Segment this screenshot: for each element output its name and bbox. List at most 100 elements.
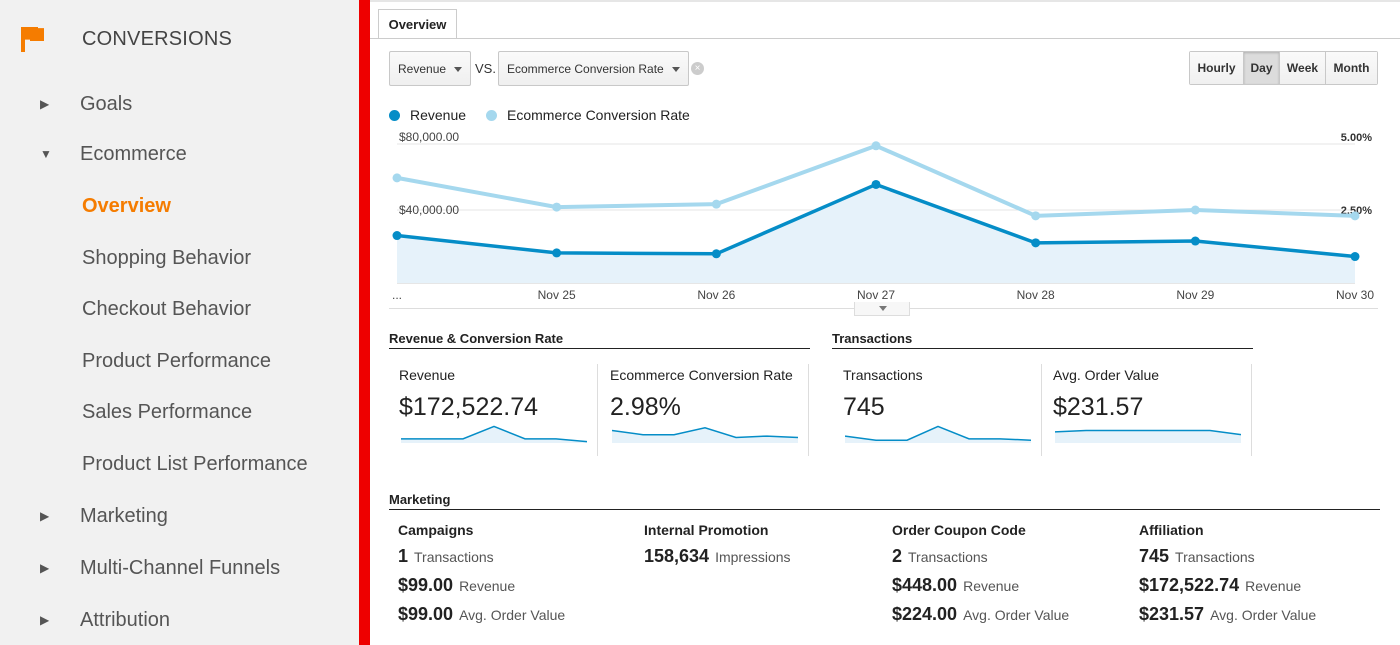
sidebar-item-sales-performance[interactable]: Sales Performance (0, 392, 359, 432)
avg-order-value-card[interactable]: Avg. Order Value $231.57 (1043, 360, 1252, 456)
expand-arrow-icon: ▶ (40, 97, 50, 111)
order-coupon-code-title[interactable]: Order Coupon Code (892, 522, 1026, 538)
conversion-rate-point (552, 202, 562, 212)
sidebar-item-marketing[interactable]: ▶ Marketing (0, 496, 359, 536)
metric-value: $99.00 (398, 575, 454, 595)
metric1-value: Revenue (398, 61, 447, 76)
legend-label: Revenue (410, 107, 467, 123)
day-button[interactable]: Day (1244, 52, 1280, 84)
metric-row: 745 Transactions (1139, 546, 1316, 567)
sparkline-line (845, 425, 1031, 441)
left-axis-tick-label: $40,000.00 (399, 203, 459, 217)
metric2-dropdown[interactable]: Ecommerce Conversion Rate (498, 51, 689, 86)
legend-label: Ecommerce Conversion Rate (507, 107, 690, 123)
metric1-dropdown[interactable]: Revenue (389, 51, 471, 86)
week-button[interactable]: Week (1280, 52, 1326, 84)
legend-revenue[interactable]: Revenue (389, 107, 466, 123)
sidebar-item-overview[interactable]: Overview (0, 186, 359, 226)
caret-down-icon (672, 67, 680, 72)
metric-value: $172,522.74 (1139, 575, 1240, 595)
card-title: Avg. Order Value (1053, 367, 1160, 383)
sidebar-item-product-list-performance[interactable]: Product List Performance (0, 444, 359, 484)
sidebar: CONVERSIONS ▶ Goals ▼ Ecommerce Overview… (0, 0, 360, 645)
expand-arrow-icon: ▶ (40, 613, 50, 627)
sidebar-item-label: Product List Performance (82, 452, 308, 475)
transactions-card[interactable]: Transactions 745 (833, 360, 1042, 456)
month-button[interactable]: Month (1326, 52, 1377, 84)
divider-bar (359, 0, 370, 645)
affiliation-column: Affiliation 745 Transactions $172,522.74 R… (1139, 522, 1316, 625)
sparkline-area (612, 427, 798, 443)
card-value: $172,522.74 (399, 393, 539, 421)
metric-label: Avg. Order Value (963, 607, 1070, 623)
sparkline-line (1055, 429, 1241, 436)
metric-label: Revenue (459, 578, 516, 594)
metric-row: 1 Transactions (398, 546, 565, 567)
sidebar-item-checkout-behavior[interactable]: Checkout Behavior (0, 289, 359, 329)
transactions-heading: Transactions (832, 331, 1253, 349)
sidebar-item-label: Overview (82, 194, 171, 217)
metric-label: Revenue (1245, 578, 1302, 594)
sparkline (401, 425, 587, 443)
x-tick-label: Nov 29 (1176, 288, 1214, 302)
conversions-header[interactable]: CONVERSIONS (18, 24, 232, 54)
internal-promotion-title[interactable]: Internal Promotion (644, 522, 769, 538)
legend-conversion-rate[interactable]: Ecommerce Conversion Rate (486, 107, 690, 123)
sparkline (845, 425, 1031, 443)
metric-label: Transactions (908, 549, 988, 565)
sidebar-item-label: Marketing (80, 504, 168, 527)
metric-row: 2 Transactions (892, 546, 1069, 567)
hourly-button[interactable]: Hourly (1190, 52, 1244, 84)
tab-divider (370, 38, 1400, 39)
metric-value: $224.00 (892, 604, 958, 624)
revenue-area (397, 184, 1355, 283)
expand-arrow-icon: ▶ (40, 561, 50, 575)
conversion-rate-card[interactable]: Ecommerce Conversion Rate 2.98% (600, 360, 809, 456)
card-value: 745 (843, 393, 885, 421)
conversion-rate-point (392, 173, 402, 183)
vs-label: VS. (475, 61, 496, 76)
expand-arrow-icon: ▶ (40, 509, 50, 523)
card-title: Ecommerce Conversion Rate (610, 367, 793, 383)
internal-promotion-column: Internal Promotion 158,634 Impressions (644, 522, 791, 567)
sidebar-item-label: Multi-Channel Funnels (80, 556, 281, 579)
metric-row: $99.00 Avg. Order Value (398, 604, 565, 625)
affiliation-title[interactable]: Affiliation (1139, 522, 1204, 538)
metric-value: 2 (892, 546, 903, 566)
metric-value: 745 (1139, 546, 1170, 566)
metric-label: Transactions (414, 549, 494, 565)
sidebar-item-ecommerce[interactable]: ▼ Ecommerce (0, 134, 359, 174)
legend-dot (486, 109, 497, 121)
tab-overview[interactable]: Overview (378, 9, 457, 39)
sidebar-item-goals[interactable]: ▶ Goals (0, 84, 359, 124)
marketing-heading: Marketing (389, 492, 1380, 510)
metric-label: Avg. Order Value (459, 607, 566, 623)
left-axis-tick-label: $80,000.00 (399, 130, 459, 144)
metric-label: Avg. Order Value (1210, 607, 1317, 623)
conversion-rate-point (871, 141, 881, 151)
clear-icon[interactable]: × (691, 62, 704, 75)
sparkline-area (1055, 430, 1241, 443)
sidebar-item-attribution[interactable]: ▶ Attribution (0, 600, 359, 640)
sidebar-item-multi-channel-funnels[interactable]: ▶ Multi-Channel Funnels (0, 548, 359, 588)
metric-row: $224.00 Avg. Order Value (892, 604, 1069, 625)
sidebar-item-label: Attribution (80, 608, 171, 631)
sidebar-item-shopping-behavior[interactable]: Shopping Behavior (0, 238, 359, 278)
sparkline-area (401, 426, 587, 443)
sidebar-item-label: Shopping Behavior (82, 246, 252, 269)
line-chart[interactable]: $80,000.00$40,000.005.00%2.50%... Nov 25 N… (370, 125, 1400, 305)
metric-value: $448.00 (892, 575, 958, 595)
revenue-card[interactable]: Revenue $172,522.74 (389, 360, 598, 456)
collapse-arrow-icon: ▼ (40, 147, 52, 161)
card-title: Revenue (399, 367, 456, 383)
sparkline (612, 426, 798, 443)
card-separator (1251, 364, 1252, 456)
chart-collapse-handle[interactable] (854, 302, 910, 316)
metric-label: Transactions (1175, 549, 1255, 565)
sidebar-item-product-performance[interactable]: Product Performance (0, 341, 359, 381)
revenue-point (1190, 236, 1200, 246)
conversion-rate-point (1350, 211, 1360, 221)
x-tick-label: ... (392, 288, 402, 302)
campaigns-title[interactable]: Campaigns (398, 522, 474, 538)
conversion-rate-point (711, 199, 721, 209)
